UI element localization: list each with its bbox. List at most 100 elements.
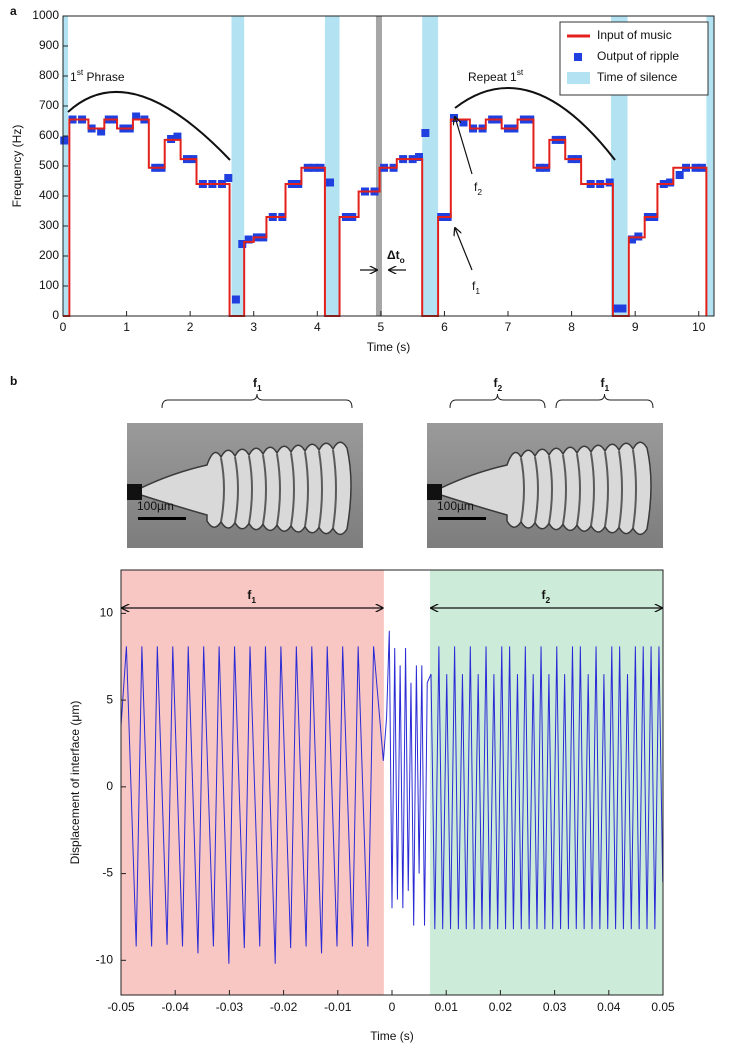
x-tick-label: -0.03 <box>216 1000 244 1014</box>
ripple-point <box>238 240 247 248</box>
annotation-sub: 1 <box>475 286 480 296</box>
legend-label: Output of ripple <box>597 49 679 63</box>
annotation: Repeat 1st <box>468 67 524 84</box>
x-tick-label: 2 <box>187 320 194 334</box>
ripple-ridge <box>332 449 337 529</box>
ripple-point <box>459 118 468 127</box>
ripple-point <box>173 132 182 141</box>
y-tick-label: 10 <box>100 606 114 620</box>
ripple-ridge <box>304 451 309 527</box>
y-tick-label: 600 <box>39 128 59 142</box>
annotation: f2 <box>474 180 482 197</box>
span-label-sub: 1 <box>251 595 256 605</box>
ripple-point <box>60 136 69 145</box>
bracket-label-text: f <box>601 376 606 390</box>
y-tick-label: 1000 <box>32 8 59 22</box>
x-tick-label: 8 <box>568 320 575 334</box>
ripple-ridge <box>618 450 623 528</box>
bracket <box>161 393 353 409</box>
ripple-ridge <box>220 457 225 522</box>
x-tick-label: -0.02 <box>270 1000 298 1014</box>
x-tick-label: 0.03 <box>543 1000 567 1014</box>
span-label-text: f <box>541 588 546 602</box>
annotation-text: Δt <box>387 248 400 262</box>
music-line <box>63 118 708 317</box>
annotation-tail: Phrase <box>83 70 125 84</box>
bracket-label-text: f <box>494 376 499 390</box>
ripple-point <box>666 178 675 187</box>
annotation-sup: st <box>77 67 84 77</box>
x-tick-label: 7 <box>505 320 512 334</box>
x-tick-label: 5 <box>378 320 385 334</box>
ripple-ridge <box>248 455 253 524</box>
annotation-sub: 2 <box>477 187 482 197</box>
ripple-point <box>132 112 141 121</box>
phrase-arc <box>67 91 231 161</box>
span-label: f1 <box>247 588 256 605</box>
x-tick-label: 3 <box>250 320 257 334</box>
bracket-label: f2 <box>494 376 503 393</box>
frequency-region <box>429 570 663 995</box>
scale-bar <box>438 517 486 520</box>
ripple-ridge <box>590 452 595 526</box>
x-tick-label: 0 <box>389 1000 396 1014</box>
y-tick-label: 400 <box>39 188 59 202</box>
ripple-point <box>605 178 614 187</box>
x-tick-label: 0.01 <box>435 1000 459 1014</box>
silence-band <box>422 16 439 316</box>
phrase-arc <box>454 87 616 161</box>
x-axis-label: Time (s) <box>367 340 411 354</box>
y-tick-label: 500 <box>39 158 59 172</box>
y-tick-label: 0 <box>52 308 59 322</box>
bracket-label-sub: 2 <box>498 383 503 393</box>
ripple-point <box>231 295 240 304</box>
needle <box>427 484 442 500</box>
x-tick-label: 10 <box>692 320 706 334</box>
ripple-point <box>415 153 424 161</box>
ripple-ridge <box>632 449 637 529</box>
scale-bar <box>138 517 186 520</box>
ripple-ridge <box>604 451 609 527</box>
legend-swatch <box>567 72 590 84</box>
x-tick-label: -0.04 <box>162 1000 190 1014</box>
x-tick-label: 4 <box>314 320 321 334</box>
ripple-point <box>244 235 253 244</box>
y-tick-label: 5 <box>106 692 113 706</box>
y-tick-label: 900 <box>39 38 59 52</box>
ripple-point <box>627 235 636 244</box>
y-tick-label: 100 <box>39 278 59 292</box>
ripple-point <box>612 304 621 313</box>
annotation-text: Repeat 1 <box>468 70 517 84</box>
annotation-text: f <box>472 279 476 293</box>
pointer <box>455 117 473 175</box>
bracket-label-text: f <box>253 376 258 390</box>
x-tick-label: 6 <box>441 320 448 334</box>
ripple-ridge <box>534 456 539 523</box>
ripple-ridge <box>520 457 525 522</box>
bracket <box>449 393 546 409</box>
annotation: Δto <box>387 248 405 265</box>
bracket-label: f1 <box>253 376 262 393</box>
ripple-point <box>675 171 684 179</box>
y-axis-label: Frequency (Hz) <box>10 125 24 208</box>
scale-bar-label: 100µm <box>437 499 474 513</box>
x-tick-label: 0 <box>60 320 67 334</box>
silence-band <box>231 16 245 316</box>
y-tick-label: 0 <box>106 779 113 793</box>
y-tick-label: 800 <box>39 68 59 82</box>
y-tick-label: -5 <box>102 866 113 880</box>
bracket-label: f1 <box>601 376 610 393</box>
droplet <box>140 441 352 536</box>
silence-band <box>324 16 340 316</box>
ripple-ridge <box>318 450 323 528</box>
ripple-ridge <box>548 455 553 524</box>
legend-label: Input of music <box>597 28 672 42</box>
x-tick-label: 0.02 <box>489 1000 513 1014</box>
x-tick-label: 9 <box>632 320 639 334</box>
scale-bar-label: 100µm <box>137 499 174 513</box>
ripple-ridge <box>276 453 281 526</box>
y-tick-label: 700 <box>39 98 59 112</box>
span-label-text: f <box>247 588 252 602</box>
